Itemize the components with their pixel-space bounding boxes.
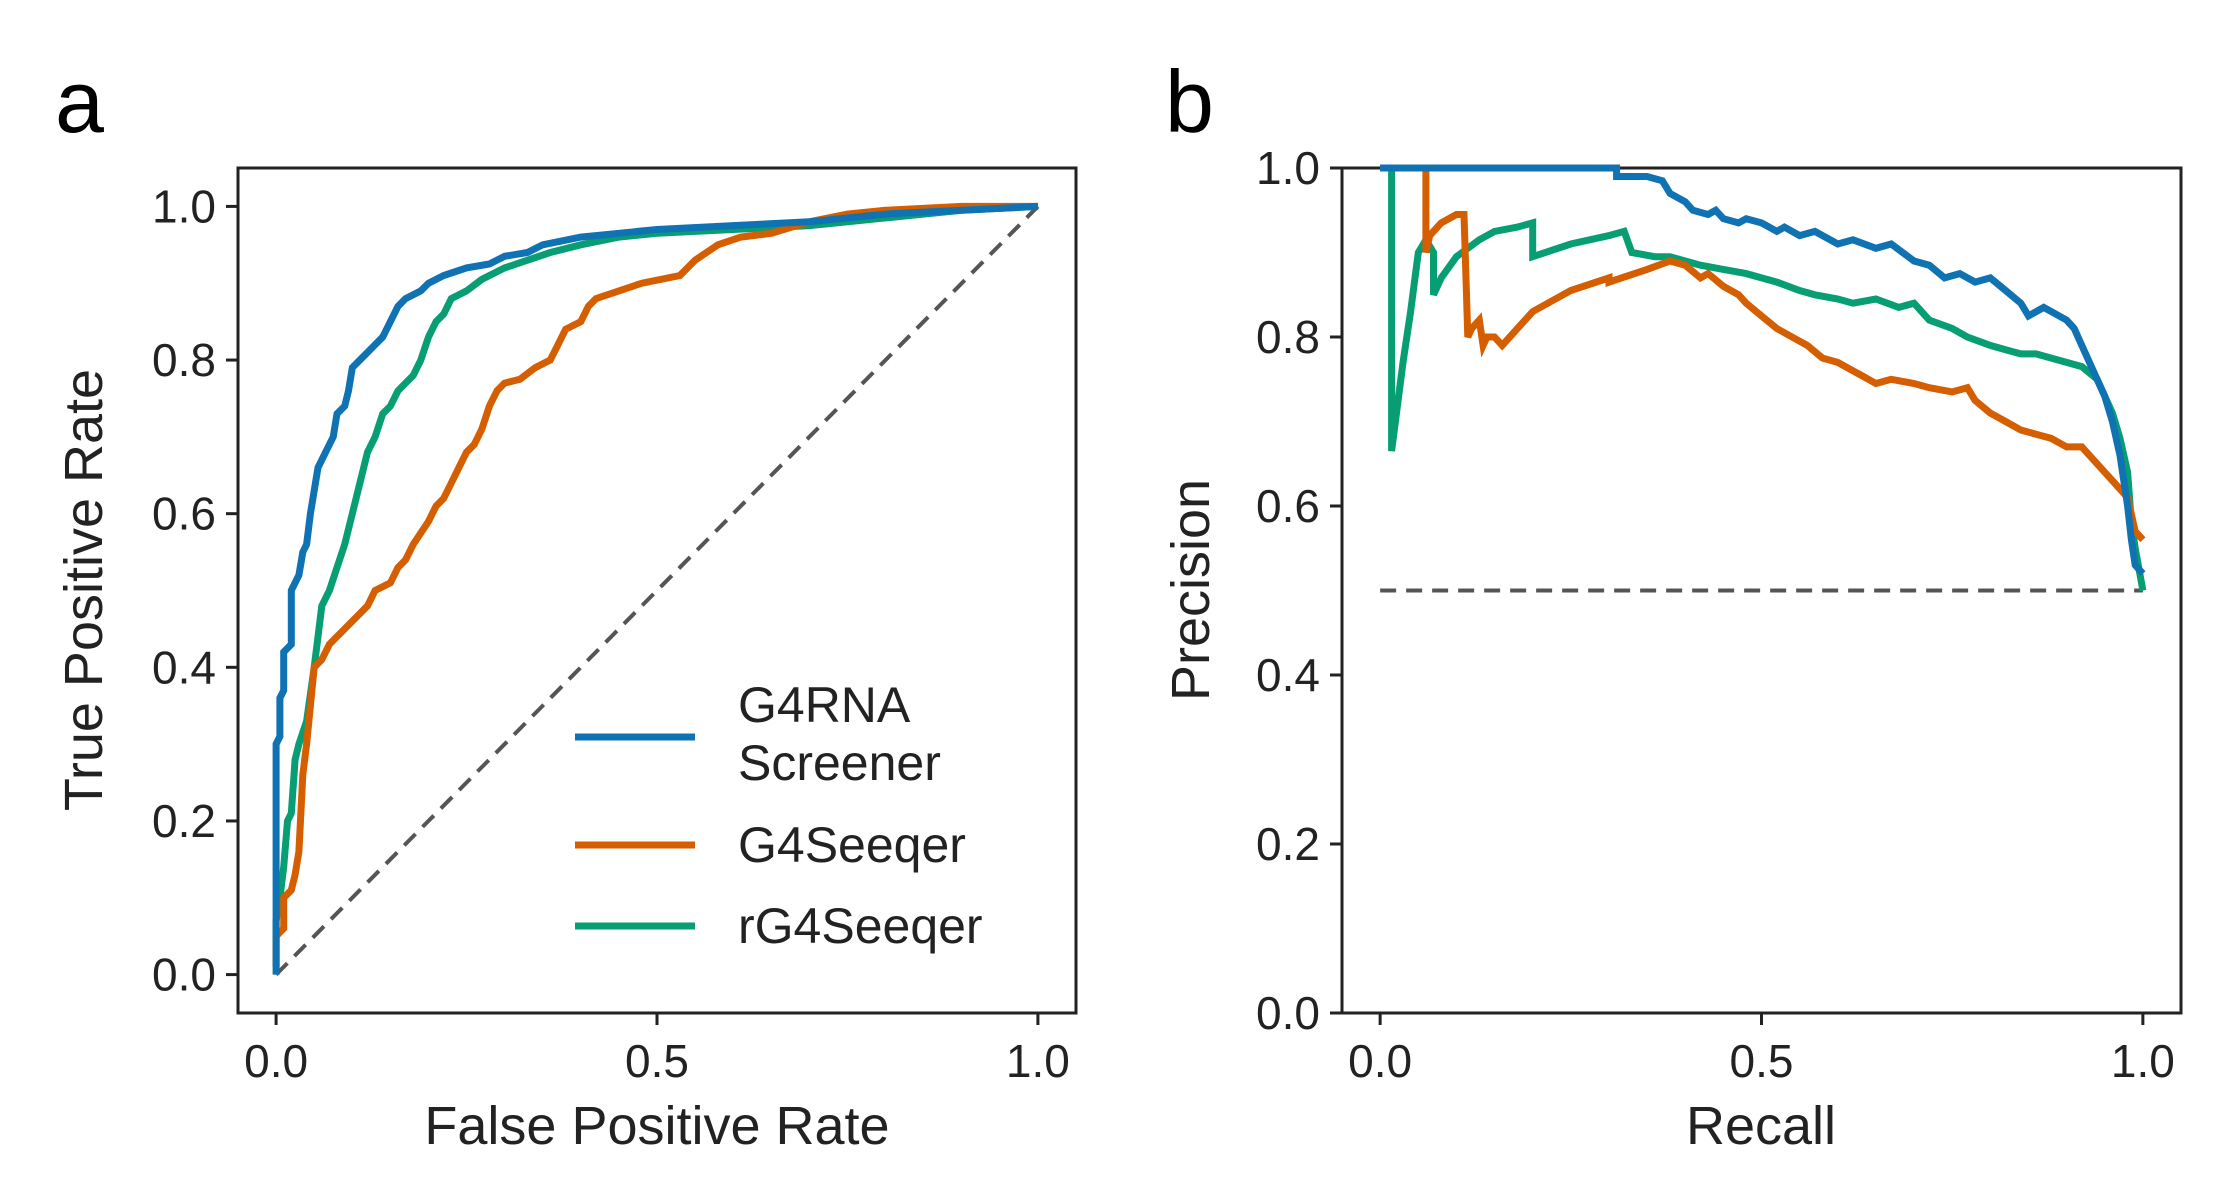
roc-line-g4seeqer <box>272 202 1038 967</box>
pr-y-tick-label: 0.6 <box>1256 480 1320 532</box>
pr-line-rg4seeqer <box>1380 164 2147 592</box>
roc-series-lines <box>272 202 1039 975</box>
pr-series-lines <box>1380 164 2147 592</box>
roc-line-rg4seeqer <box>272 202 1039 967</box>
legend: G4RNA Screener G4Seeqer rG4Seeqer <box>575 677 983 954</box>
pr-y-tick-label: 0.0 <box>1256 987 1320 1039</box>
pr-x-tick-label: 0.5 <box>1730 1035 1794 1087</box>
roc-y-tick-label: 0.8 <box>152 334 216 386</box>
roc-x-tick-label: 0.0 <box>244 1035 308 1087</box>
pr-y-tick-label: 1.0 <box>1256 142 1320 194</box>
pr-y-tick-label: 0.8 <box>1256 311 1320 363</box>
pr-panel: 0.0 0.5 1.0 0.0 0.2 0.4 0.6 0.8 1.0 Recall Preci… <box>1161 142 2183 1156</box>
roc-y-axis-label: True Positive Rate <box>54 369 114 811</box>
roc-y-tick-label: 0.6 <box>152 488 216 540</box>
pr-x-tick-label: 0.0 <box>1348 1035 1412 1087</box>
roc-y-tick-label: 0.4 <box>152 641 216 693</box>
roc-panel: 0.0 0.5 1.0 0.0 0.2 0.4 0.6 0.8 1.0 False Positi… <box>54 166 1078 1156</box>
roc-plot-frame <box>236 166 1078 1015</box>
roc-x-tick-label: 1.0 <box>1006 1035 1070 1087</box>
roc-x-tick-label: 0.5 <box>625 1035 689 1087</box>
roc-y-tick-label: 1.0 <box>152 180 216 232</box>
roc-y-tick-label: 0.2 <box>152 795 216 847</box>
pr-line-g4seeqer <box>1380 164 2146 543</box>
legend-label-g4seeqer: G4Seeqer <box>738 817 966 873</box>
pr-x-tick-label: 1.0 <box>2111 1035 2175 1087</box>
pr-y-axis-label: Precision <box>1161 479 1221 701</box>
pr-y-tick-label: 0.4 <box>1256 649 1320 701</box>
legend-label-g4rna-screener-line1: G4RNA <box>738 677 911 733</box>
roc-ticks: 0.0 0.5 1.0 0.0 0.2 0.4 0.6 0.8 1.0 <box>152 180 1070 1087</box>
roc-y-tick-label: 0.0 <box>152 949 216 1001</box>
pr-line-g4rna-screener <box>1380 164 2146 576</box>
roc-line-g4rna-screener <box>272 202 1039 975</box>
legend-label-rg4seeqer: rG4Seeqer <box>738 898 983 954</box>
roc-x-axis-label: False Positive Rate <box>424 1096 889 1156</box>
panel-b-letter: b <box>1165 52 1214 151</box>
pr-x-axis-label: Recall <box>1686 1096 1836 1156</box>
legend-label-g4rna-screener-line2: Screener <box>738 735 941 791</box>
pr-ticks: 0.0 0.5 1.0 0.0 0.2 0.4 0.6 0.8 1.0 <box>1256 142 2175 1087</box>
panel-a-letter: a <box>55 52 104 151</box>
pr-y-tick-label: 0.2 <box>1256 818 1320 870</box>
